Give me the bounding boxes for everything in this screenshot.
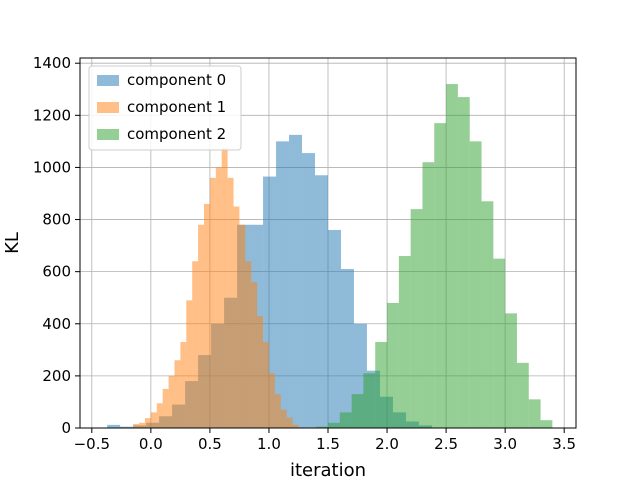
bar-s1-11 bbox=[198, 224, 204, 428]
bar-s2-10 bbox=[434, 123, 447, 429]
legend-swatch-1 bbox=[97, 102, 119, 113]
bar-s2-14 bbox=[481, 201, 494, 428]
bar-s1-26 bbox=[286, 417, 293, 428]
bar-s1-12 bbox=[204, 203, 210, 428]
bar-s2-0 bbox=[316, 426, 328, 428]
bar-s0-14 bbox=[289, 134, 303, 428]
bar-s1-21 bbox=[257, 315, 264, 428]
bar-s2-7 bbox=[398, 256, 411, 428]
bar-s1-16 bbox=[227, 177, 234, 428]
legend-label-1: component 1 bbox=[127, 98, 226, 116]
bar-s0-13 bbox=[276, 141, 290, 428]
bar-s1-18 bbox=[239, 224, 246, 428]
bar-s2-4 bbox=[363, 373, 376, 428]
y-tick-label-7: 1400 bbox=[33, 54, 71, 72]
x-axis-label: iteration bbox=[290, 460, 366, 480]
x-tick-label-5: 2.0 bbox=[375, 435, 399, 453]
legend-swatch-0 bbox=[97, 75, 119, 86]
bar-s0-16 bbox=[315, 175, 328, 428]
y-tick-label-0: 0 bbox=[61, 419, 71, 437]
y-tick-label-4: 800 bbox=[42, 211, 71, 229]
bar-s1-20 bbox=[251, 282, 258, 428]
bar-s1-8 bbox=[180, 342, 187, 428]
bar-s2-13 bbox=[469, 141, 482, 428]
bar-s1-25 bbox=[280, 409, 287, 428]
bar-s0-0 bbox=[107, 424, 121, 428]
bar-s2-12 bbox=[457, 97, 470, 429]
y-tick-label-5: 1000 bbox=[33, 158, 71, 176]
bar-s1-9 bbox=[186, 300, 193, 428]
bar-s2-17 bbox=[516, 362, 529, 428]
bar-s2-1 bbox=[328, 422, 340, 428]
bar-s0-18 bbox=[340, 269, 354, 428]
legend: component 0 component 1 component 2 bbox=[88, 65, 242, 151]
x-tick-label-1: 0.0 bbox=[139, 435, 163, 453]
bar-s2-5 bbox=[375, 342, 388, 428]
x-tick-label-8: 3.5 bbox=[552, 435, 576, 453]
bar-s2-18 bbox=[528, 399, 541, 428]
x-tick-label-4: 1.5 bbox=[316, 435, 340, 453]
legend-label-2: component 2 bbox=[127, 125, 226, 143]
bar-s0-15 bbox=[302, 153, 316, 428]
bar-s2-16 bbox=[505, 313, 517, 428]
x-tick-label-0: −0.5 bbox=[74, 435, 110, 453]
bar-s1-13 bbox=[209, 177, 216, 428]
bar-s1-24 bbox=[274, 394, 281, 428]
bar-s1-17 bbox=[233, 206, 240, 428]
bar-s1-23 bbox=[268, 373, 275, 428]
x-tick-label-2: 0.5 bbox=[198, 435, 222, 453]
y-tick-label-3: 600 bbox=[42, 263, 71, 281]
bar-s1-1 bbox=[139, 422, 145, 428]
ticks-layer: −0.5 0.0 0.5 1.0 1.5 2.0 2.5 3.0 3.5 0 200 400 600 80… bbox=[33, 54, 576, 453]
legend-swatch-2 bbox=[97, 129, 119, 140]
bar-s2-8 bbox=[410, 209, 423, 428]
bar-s1-3 bbox=[150, 412, 157, 428]
bars-layer bbox=[107, 84, 553, 429]
bar-s1-7 bbox=[174, 360, 181, 428]
x-tick-label-6: 2.5 bbox=[434, 435, 458, 453]
bar-s2-19 bbox=[540, 420, 553, 428]
bar-s0-1 bbox=[120, 426, 134, 428]
bar-s2-15 bbox=[493, 258, 506, 428]
bar-s1-5 bbox=[162, 388, 169, 428]
y-tick-label-2: 400 bbox=[42, 315, 71, 333]
bar-s1-6 bbox=[168, 375, 175, 428]
legend-label-0: component 0 bbox=[127, 71, 226, 89]
bar-s1-19 bbox=[245, 261, 252, 428]
bar-s2-11 bbox=[446, 84, 458, 428]
bar-s1-2 bbox=[144, 418, 151, 428]
series-2-bars bbox=[316, 84, 553, 429]
bar-s2-2 bbox=[339, 412, 352, 428]
bar-s1-0 bbox=[133, 424, 140, 428]
bar-s1-14 bbox=[215, 167, 222, 428]
y-axis-label: KL bbox=[2, 232, 23, 254]
bar-s1-4 bbox=[156, 403, 163, 428]
bar-s1-27 bbox=[292, 424, 299, 428]
bar-s1-15 bbox=[221, 147, 228, 429]
bar-s2-3 bbox=[351, 394, 364, 428]
bar-s1-22 bbox=[263, 342, 269, 428]
y-tick-label-6: 1200 bbox=[33, 106, 71, 124]
x-tick-label-7: 3.0 bbox=[493, 435, 517, 453]
bar-s2-6 bbox=[387, 302, 399, 428]
y-tick-label-1: 200 bbox=[42, 367, 71, 385]
x-tick-label-3: 1.0 bbox=[257, 435, 281, 453]
bar-s1-10 bbox=[192, 261, 199, 428]
series-1-bars bbox=[133, 147, 299, 429]
legend-box bbox=[88, 65, 242, 151]
bar-s0-17 bbox=[328, 229, 341, 428]
bar-s2-9 bbox=[422, 162, 435, 429]
